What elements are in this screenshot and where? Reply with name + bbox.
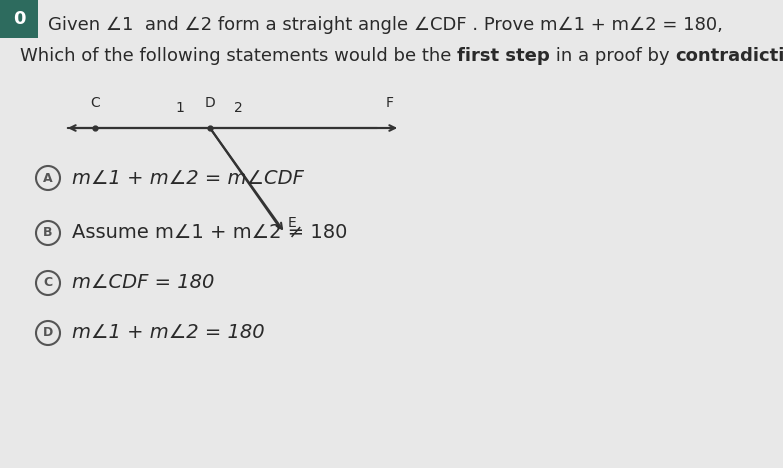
- Text: C: C: [43, 277, 52, 290]
- Text: in a proof by: in a proof by: [550, 47, 675, 65]
- Text: first step: first step: [457, 47, 550, 65]
- FancyBboxPatch shape: [0, 0, 38, 38]
- Text: 0: 0: [13, 10, 25, 28]
- Text: m∠1 + m∠2 = 180: m∠1 + m∠2 = 180: [72, 323, 265, 343]
- Text: Assume m∠1 + m∠2 ≠ 180: Assume m∠1 + m∠2 ≠ 180: [72, 224, 348, 242]
- Text: C: C: [90, 96, 100, 110]
- Text: m∠CDF = 180: m∠CDF = 180: [72, 273, 215, 292]
- Text: E: E: [288, 216, 297, 230]
- Text: contradiction?: contradiction?: [675, 47, 783, 65]
- Text: 2: 2: [233, 101, 243, 115]
- Text: D: D: [43, 327, 53, 339]
- Text: A: A: [43, 171, 52, 184]
- Text: F: F: [386, 96, 394, 110]
- Text: B: B: [43, 227, 52, 240]
- Text: m∠1 + m∠2 = m∠CDF: m∠1 + m∠2 = m∠CDF: [72, 168, 304, 188]
- Text: Given ∠1  and ∠2 form a straight angle ∠CDF . Prove m∠1 + m∠2 = 180,: Given ∠1 and ∠2 form a straight angle ∠C…: [48, 16, 723, 34]
- Text: D: D: [204, 96, 215, 110]
- Text: 1: 1: [175, 101, 185, 115]
- Text: Which of the following statements would be the: Which of the following statements would …: [20, 47, 457, 65]
